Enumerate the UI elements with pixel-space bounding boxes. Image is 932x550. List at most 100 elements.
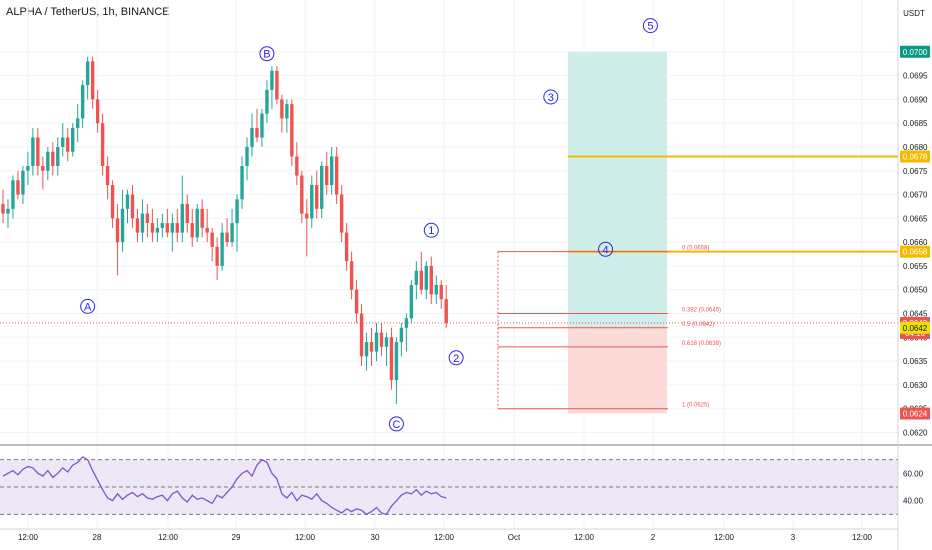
candle-body bbox=[265, 89, 269, 114]
candle-body bbox=[329, 156, 334, 186]
candle-body bbox=[374, 332, 379, 352]
candle-body bbox=[295, 156, 299, 176]
candle-body bbox=[130, 194, 135, 219]
wave-label: B bbox=[263, 49, 270, 61]
candle-body bbox=[439, 284, 443, 300]
candle-body bbox=[66, 137, 70, 152]
candle-body bbox=[379, 332, 384, 347]
wave-label-circle bbox=[80, 298, 96, 314]
candle-body bbox=[270, 70, 274, 90]
candle-body bbox=[225, 232, 229, 243]
wave-label: C bbox=[392, 419, 400, 431]
price-tick-label: 0.0655 bbox=[903, 262, 928, 271]
time-tick-label: 28 bbox=[93, 533, 102, 542]
candle-body bbox=[185, 204, 189, 224]
candle-body bbox=[51, 151, 55, 166]
candle-body bbox=[85, 61, 90, 86]
candle-body bbox=[275, 70, 279, 100]
candle-body bbox=[165, 223, 170, 233]
loss-zone bbox=[568, 327, 667, 414]
wave-label: 1 bbox=[428, 225, 434, 237]
price-badge-label: 0.0678 bbox=[903, 152, 928, 161]
candle-body bbox=[125, 194, 130, 209]
candle-body bbox=[250, 127, 254, 147]
candle-body bbox=[1, 204, 5, 214]
candle-body bbox=[135, 218, 140, 233]
candle-body bbox=[105, 166, 110, 186]
wave-label-circle bbox=[448, 350, 464, 366]
candle-body bbox=[255, 127, 259, 138]
price-badge-label: 0.0624 bbox=[903, 409, 928, 418]
price-badge bbox=[900, 407, 930, 420]
time-tick-label: 30 bbox=[371, 533, 380, 542]
candle-body bbox=[31, 137, 35, 166]
wave-label: A bbox=[84, 301, 92, 313]
overlays: 0 (0.0658) 0.382 (0.0645) 0.5 (0.0642) 0.61… bbox=[0, 18, 898, 432]
candle-body bbox=[115, 218, 120, 243]
candle-body bbox=[369, 342, 374, 352]
candle-body bbox=[6, 208, 10, 214]
price-tick-label: 0.0695 bbox=[903, 72, 928, 81]
candle-body bbox=[310, 185, 314, 219]
time-tick-label: 29 bbox=[232, 533, 241, 542]
candles bbox=[1, 56, 448, 404]
candle-body bbox=[220, 232, 224, 266]
position-zones bbox=[568, 51, 667, 414]
price-tick-label: 0.0620 bbox=[903, 428, 928, 437]
candle-body bbox=[235, 199, 239, 224]
time-tick-label: 12:00 bbox=[434, 533, 455, 542]
candle-body bbox=[21, 170, 25, 195]
price-badge-label: 0.0658 bbox=[903, 248, 928, 257]
time-tick-label: 12:00 bbox=[852, 533, 873, 542]
candle-body bbox=[11, 180, 15, 209]
price-badge bbox=[900, 150, 930, 163]
time-tick-label: 12:00 bbox=[18, 533, 39, 542]
wave-label: 2 bbox=[453, 353, 459, 365]
candle-body bbox=[444, 299, 448, 324]
candle-body bbox=[100, 123, 105, 166]
time-tick-label: 12:00 bbox=[714, 533, 735, 542]
candle-body bbox=[325, 166, 329, 186]
candle-body bbox=[205, 227, 209, 233]
candle-body bbox=[240, 166, 244, 200]
candle-body bbox=[260, 113, 264, 138]
fib-label: 0.382 (0.0645) bbox=[682, 308, 721, 314]
candle-body bbox=[245, 146, 249, 166]
price-badge bbox=[900, 45, 930, 58]
price-tick-label: 0.0645 bbox=[903, 310, 928, 319]
candle-body bbox=[419, 270, 424, 290]
candle-body bbox=[175, 223, 179, 233]
price-badge bbox=[900, 321, 930, 334]
candle-body bbox=[339, 194, 344, 233]
rsi-tick-label: 40.00 bbox=[903, 497, 924, 506]
wave-label-circle bbox=[388, 416, 404, 432]
price-tick-label: 0.0630 bbox=[903, 381, 928, 390]
candle-body bbox=[300, 175, 304, 214]
profit-zone bbox=[568, 51, 667, 328]
wave-label-circle bbox=[259, 46, 275, 62]
candle-body bbox=[315, 185, 319, 209]
candle-body bbox=[354, 289, 359, 314]
candle-body bbox=[349, 261, 354, 290]
candle-body bbox=[200, 208, 204, 228]
candle-body bbox=[359, 313, 364, 357]
candle-body bbox=[334, 156, 339, 195]
candle-body bbox=[195, 208, 199, 238]
rsi-line bbox=[2, 456, 447, 516]
candle-body bbox=[434, 284, 438, 295]
candle-body bbox=[145, 213, 150, 224]
candle-body bbox=[285, 104, 289, 119]
grid bbox=[0, 0, 898, 528]
rsi-pane bbox=[0, 456, 898, 516]
price-tick-label: 0.0690 bbox=[903, 95, 928, 104]
candle-body bbox=[210, 232, 214, 247]
candle-body bbox=[429, 265, 433, 295]
candle-body bbox=[409, 284, 414, 319]
candle-body bbox=[160, 223, 165, 228]
candle-body bbox=[290, 104, 294, 157]
wave-label-circle bbox=[543, 89, 559, 105]
price-badges: 0.07000.06780.06580.064304:160.06420.062… bbox=[900, 45, 930, 420]
price-badge-label: 0.0642 bbox=[903, 324, 928, 333]
candle-body bbox=[95, 99, 100, 124]
